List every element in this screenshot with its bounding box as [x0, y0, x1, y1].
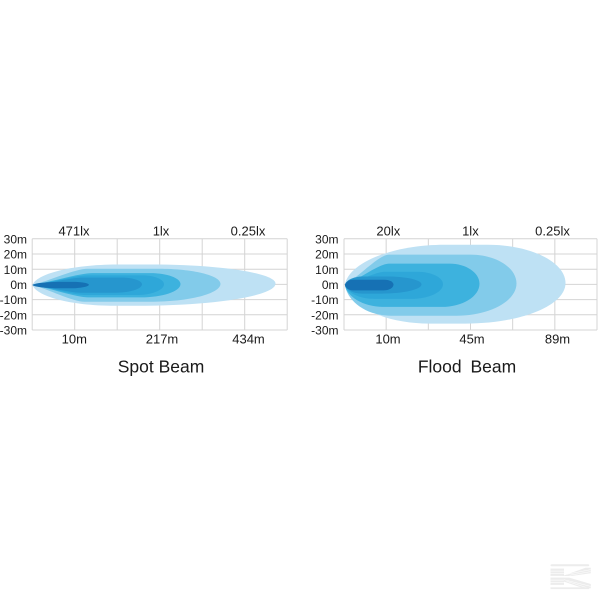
svg-text:10m: 10m — [4, 263, 27, 277]
svg-text:0.25lx: 0.25lx — [535, 223, 570, 238]
svg-text:-20m: -20m — [311, 308, 338, 322]
svg-text:1lx: 1lx — [462, 223, 479, 238]
svg-text:Spot Beam: Spot Beam — [118, 357, 205, 377]
svg-text:30m: 30m — [4, 232, 27, 246]
svg-text:-10m: -10m — [311, 293, 338, 307]
svg-text:10m: 10m — [62, 331, 87, 346]
svg-text:0.25lx: 0.25lx — [231, 223, 266, 238]
svg-text:0m: 0m — [322, 278, 339, 292]
svg-text:-10m: -10m — [0, 293, 27, 307]
svg-text:89m: 89m — [545, 331, 570, 346]
svg-text:20m: 20m — [315, 248, 338, 262]
svg-text:0m: 0m — [10, 278, 27, 292]
svg-text:217m: 217m — [146, 331, 179, 346]
svg-text:45m: 45m — [459, 331, 484, 346]
svg-text:20lx: 20lx — [376, 223, 400, 238]
svg-text:Flood Beam: Flood Beam — [418, 357, 516, 377]
svg-text:20m: 20m — [4, 248, 27, 262]
svg-text:-30m: -30m — [0, 324, 27, 338]
svg-text:-20m: -20m — [0, 308, 27, 322]
svg-text:1lx: 1lx — [153, 223, 170, 238]
svg-text:471lx: 471lx — [58, 223, 90, 238]
svg-text:-30m: -30m — [311, 324, 338, 338]
svg-text:10m: 10m — [375, 331, 400, 346]
svg-text:10m: 10m — [315, 263, 338, 277]
svg-text:30m: 30m — [315, 232, 338, 246]
svg-text:434m: 434m — [232, 331, 265, 346]
